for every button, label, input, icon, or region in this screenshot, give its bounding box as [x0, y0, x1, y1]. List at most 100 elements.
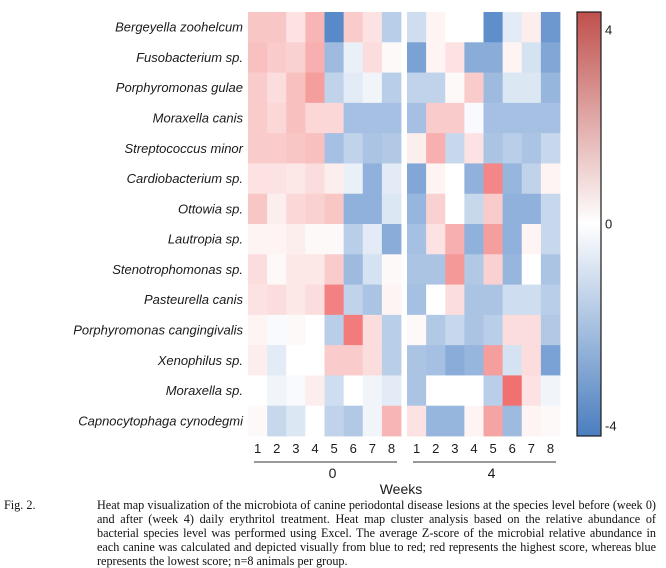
heatmap-cell — [305, 345, 325, 376]
heatmap-cell — [286, 254, 306, 285]
column-tick-label: 7 — [528, 441, 535, 456]
heatmap-cell — [407, 193, 427, 225]
row-label: Cardiobacterium sp. — [127, 171, 243, 186]
heatmap-cell — [248, 193, 268, 225]
heatmap-cell — [521, 72, 542, 104]
heatmap-cell — [267, 375, 287, 407]
heatmap-cell — [426, 163, 446, 195]
heatmap-cell — [381, 224, 402, 255]
heatmap-cell — [267, 193, 287, 225]
heatmap-cell — [305, 224, 325, 255]
row-label: Porphyromonas cangingivalis — [73, 323, 243, 338]
row-label: Xenophilus sp. — [157, 353, 243, 368]
heatmap-cell — [426, 284, 446, 316]
heatmap-cell — [343, 72, 364, 104]
heatmap-cell — [464, 224, 484, 255]
heatmap-cell — [502, 314, 523, 346]
row-label: Capnocytophaga cynodegmi — [78, 413, 244, 428]
heatmap-cell — [540, 254, 561, 285]
column-tick-label: 8 — [388, 441, 395, 456]
heatmap-cell — [305, 12, 325, 43]
heatmap-cell — [445, 72, 465, 104]
heatmap-cell — [248, 314, 268, 346]
column-tick-label: 8 — [547, 441, 554, 456]
heatmap-cell — [305, 254, 325, 285]
heatmap-cell — [407, 163, 427, 195]
heatmap-cell — [464, 314, 484, 346]
colorbar-bar — [576, 11, 602, 437]
heatmap-cell — [286, 72, 306, 104]
heatmap-cell — [324, 72, 345, 104]
heatmap-cell — [305, 133, 325, 164]
heatmap-cell — [445, 284, 465, 316]
heatmap-cell — [502, 193, 523, 225]
heatmap-cell — [324, 12, 345, 43]
heatmap-cell — [362, 102, 383, 134]
heatmap-cell — [267, 405, 287, 437]
heatmap-cell — [305, 102, 325, 134]
heatmap-cell — [445, 345, 465, 376]
heatmap-cell — [445, 193, 465, 225]
heatmap-cell — [464, 102, 484, 134]
heatmap-cell — [502, 163, 523, 195]
heatmap-cell — [286, 133, 306, 164]
heatmap-cell — [407, 375, 427, 407]
heatmap-cell — [426, 224, 446, 255]
heatmap-cell — [324, 224, 345, 255]
heatmap-cell — [502, 284, 523, 316]
heatmap-cell — [343, 405, 364, 437]
heatmap-cell — [407, 72, 427, 104]
heatmap-cell — [426, 102, 446, 134]
row-label: Bergeyella zoohelcum — [115, 20, 243, 35]
heatmap-cell — [483, 345, 504, 376]
heatmap-cell — [540, 284, 561, 316]
heatmap-cell — [502, 345, 523, 376]
heatmap-cell — [362, 375, 383, 407]
heatmap-cell — [324, 254, 345, 285]
heatmap-cell — [381, 405, 402, 437]
heatmap-cell — [426, 42, 446, 73]
heatmap-cell — [483, 163, 504, 195]
heatmap-cell — [343, 102, 364, 134]
heatmap-cell — [286, 345, 306, 376]
heatmap-cell — [540, 163, 561, 195]
heatmap-cell — [362, 224, 383, 255]
heatmap-cell — [248, 72, 268, 104]
heatmap-cell — [343, 254, 364, 285]
heatmap-cell — [267, 254, 287, 285]
heatmap-cell — [445, 133, 465, 164]
heatmap-cell — [248, 345, 268, 376]
column-tick-label: 5 — [330, 441, 337, 456]
heatmap-cell — [381, 254, 402, 285]
heatmap-cell — [248, 375, 268, 407]
heatmap-cell — [521, 102, 542, 134]
heatmap-cell — [381, 314, 402, 346]
heatmap-cell — [502, 42, 523, 73]
column-tick-label: 7 — [369, 441, 376, 456]
heatmap-cell — [248, 12, 268, 43]
heatmap-cell — [540, 314, 561, 346]
heatmap-cell — [464, 405, 484, 437]
row-label: Lautropia sp. — [168, 232, 243, 247]
heatmap-cell — [521, 163, 542, 195]
heatmap-cell — [362, 284, 383, 316]
caption-label: Fig. 2. — [4, 498, 36, 512]
heatmap-cell — [464, 42, 484, 73]
heatmap-cell — [445, 254, 465, 285]
heatmap-cell — [286, 12, 306, 43]
heatmap-cell — [267, 133, 287, 164]
column-tick-label: 6 — [350, 441, 357, 456]
heatmap-cell — [483, 42, 504, 73]
heatmap-cell — [248, 102, 268, 134]
heatmap-cell — [343, 345, 364, 376]
heatmap-cell — [464, 72, 484, 104]
heatmap-cell — [248, 224, 268, 255]
heatmap-cell — [426, 193, 446, 225]
heatmap-cell — [324, 42, 345, 73]
heatmap-cell — [445, 405, 465, 437]
heatmap-cell — [540, 102, 561, 134]
heatmap-cell — [521, 284, 542, 316]
heatmap-cell — [540, 375, 561, 407]
heatmap-cell — [248, 42, 268, 73]
